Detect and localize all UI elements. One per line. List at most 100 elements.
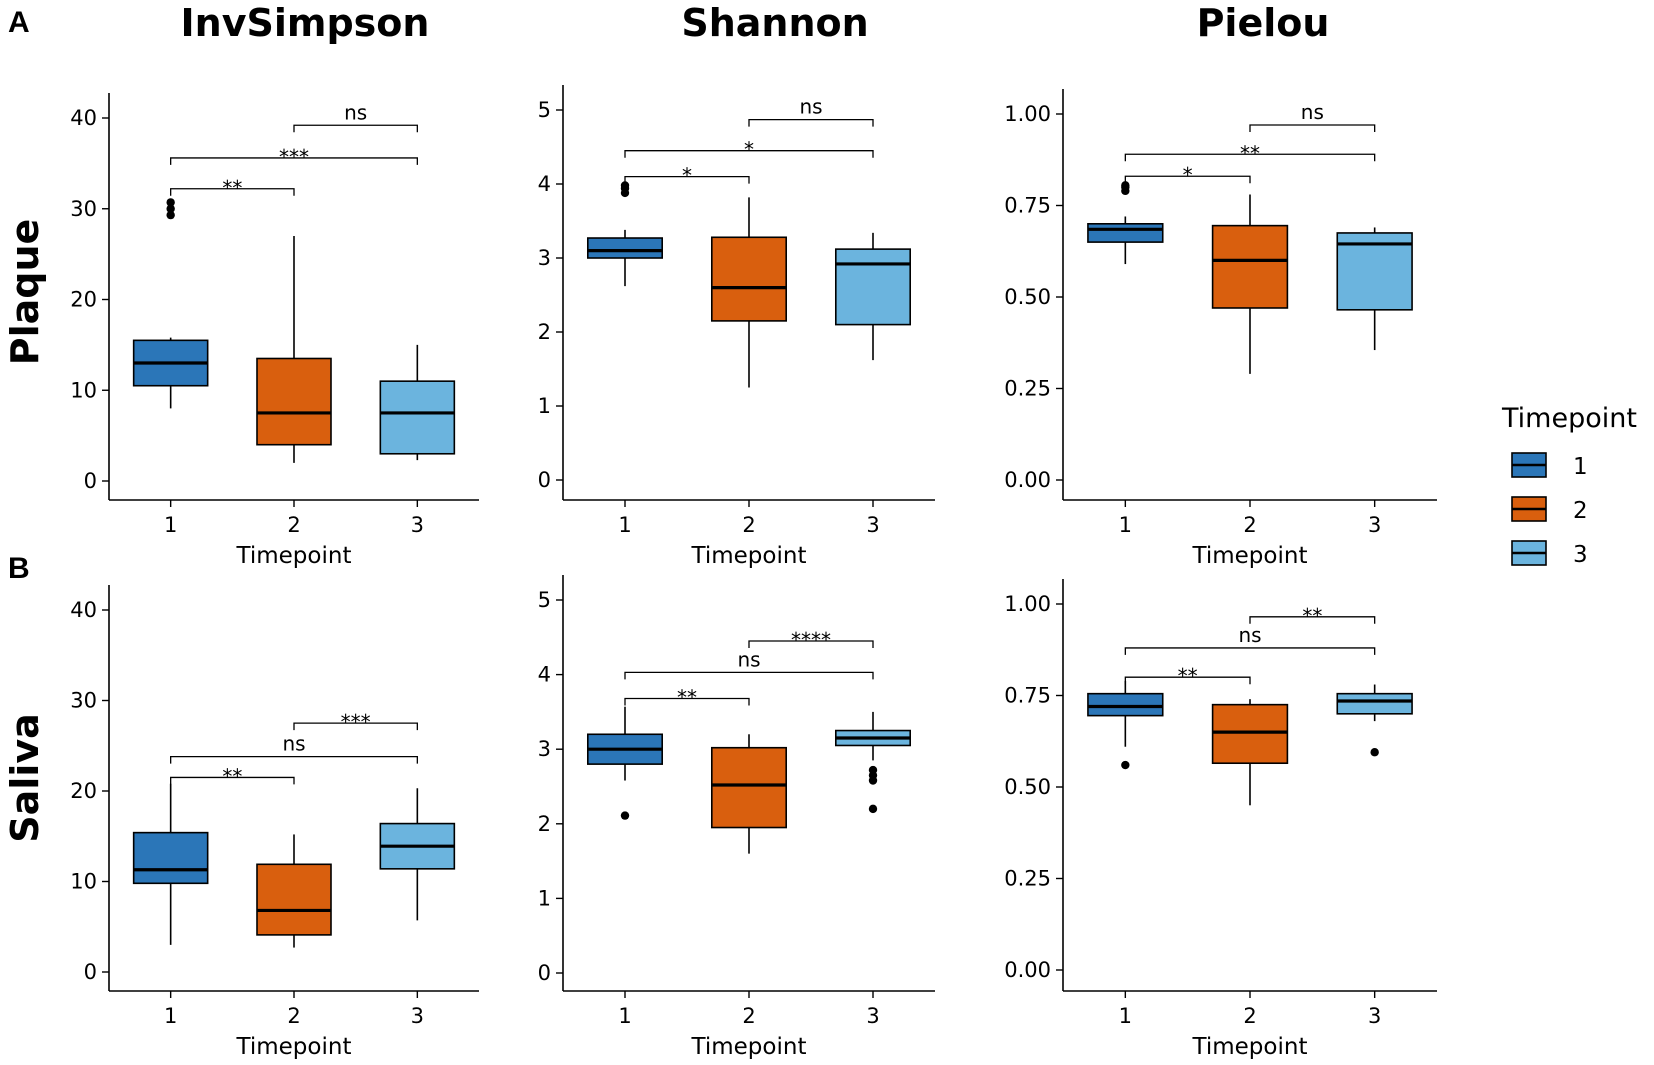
row-title-plaque: Plaque (3, 219, 47, 366)
x-tick-label: 3 (411, 1004, 424, 1028)
y-tick-label: 0.50 (1004, 775, 1051, 799)
box-3 (834, 232, 911, 361)
significance-bracket: * (1124, 163, 1251, 187)
significance-label: * (1183, 163, 1193, 187)
y-tick-label: 0 (538, 961, 551, 985)
chart-plaque-shannon: 0 1 2 3 4 5 1 2 3 Timepoint ns * * (538, 85, 935, 569)
outlier-point (620, 181, 630, 190)
bracket-line (1124, 153, 1376, 162)
box-2 (256, 834, 332, 948)
legend-label: 3 (1573, 542, 1588, 568)
column-title-invsimpson: InvSimpson (181, 1, 430, 45)
box-iqr (256, 863, 332, 936)
significance-label: ns (799, 95, 822, 119)
box-3 (1336, 227, 1413, 351)
box-2 (256, 235, 332, 463)
bracket-line (624, 671, 874, 680)
box-iqr (1087, 223, 1164, 243)
y-tick-label: 0.00 (1004, 958, 1051, 982)
x-tick-label: 2 (1243, 513, 1256, 537)
y-tick-label: 30 (70, 197, 97, 221)
box-2 (710, 734, 787, 854)
outlier-point (868, 804, 878, 814)
x-tick-label: 1 (618, 1004, 631, 1028)
legend-item-1: 1 (1511, 452, 1588, 480)
bracket-line (1249, 616, 1376, 624)
significance-bracket: **** (748, 628, 874, 652)
outlier-point (620, 811, 630, 820)
y-tick-label: 3 (538, 246, 551, 270)
outlier-point (166, 204, 175, 213)
column-title-pielou: Pielou (1197, 1, 1330, 45)
bracket-line (1124, 676, 1251, 685)
y-tick-label: 40 (70, 106, 97, 130)
bracket-line (748, 118, 874, 127)
significance-label: * (682, 164, 692, 188)
box-1 (132, 198, 209, 409)
significance-label: ns (344, 100, 367, 124)
box-3 (834, 711, 911, 814)
x-tick-label: 1 (1119, 513, 1132, 537)
x-tick-label: 3 (866, 1004, 879, 1028)
x-tick-label: 2 (742, 1004, 755, 1028)
legend-item-2: 2 (1511, 496, 1588, 524)
chart-saliva-shannon: 0 1 2 3 4 5 1 2 3 Timepoint **** ns ** (538, 575, 935, 1060)
significance-bracket: ns (624, 647, 874, 680)
y-tick-label: 4 (538, 663, 551, 687)
legend-label: 2 (1573, 498, 1588, 524)
box-3 (1336, 684, 1413, 757)
x-axis-label: Timepoint (691, 1034, 807, 1060)
significance-label: ns (1301, 100, 1324, 124)
y-tick-label: 0 (84, 960, 97, 984)
bracket-line (624, 697, 750, 706)
box-1 (586, 706, 663, 820)
significance-bracket: ** (170, 176, 295, 200)
panel-label-a: A (8, 6, 30, 39)
y-tick-label: 20 (70, 288, 97, 312)
y-tick-label: 10 (70, 378, 97, 402)
box-iqr (132, 831, 209, 885)
x-axis-label: Timepoint (236, 1034, 352, 1060)
y-tick-label: 5 (538, 98, 551, 122)
x-tick-label: 3 (411, 513, 424, 537)
x-axis-label: Timepoint (1192, 1034, 1308, 1060)
y-tick-label: 1.00 (1004, 592, 1051, 616)
box-iqr (586, 237, 663, 259)
y-tick-label: 0.75 (1004, 684, 1051, 708)
x-tick-label: 3 (1368, 513, 1381, 537)
significance-label: *** (279, 145, 309, 169)
y-tick-label: 30 (70, 689, 97, 713)
x-tick-label: 2 (1243, 1004, 1256, 1028)
significance-bracket: * (624, 164, 750, 188)
y-tick-label: 1 (538, 886, 551, 910)
bracket-line (1249, 124, 1376, 132)
box-2 (1211, 194, 1289, 374)
significance-label: ** (222, 176, 242, 200)
significance-label: *** (341, 710, 371, 734)
significance-bracket: ns (293, 100, 418, 133)
y-tick-label: 0 (538, 468, 551, 492)
chart-saliva-invsimpson: 0 10 20 30 40 1 2 3 Timepoint *** ns ** (70, 585, 479, 1060)
y-tick-label: 0.25 (1004, 377, 1051, 401)
y-tick-label: 1.00 (1004, 102, 1051, 126)
box-3 (379, 344, 456, 461)
box-1 (1087, 680, 1164, 770)
bracket-line (170, 188, 295, 196)
bracket-line (170, 157, 418, 165)
significance-bracket: ns (748, 95, 874, 127)
x-axis-label: Timepoint (236, 543, 352, 569)
bracket-line (748, 640, 874, 649)
x-axis-label: Timepoint (691, 543, 807, 569)
bracket-line (1124, 175, 1251, 184)
y-tick-label: 1 (538, 394, 551, 418)
significance-label: * (744, 138, 754, 162)
y-tick-label: 0.50 (1004, 285, 1051, 309)
chart-saliva-pielou: 0.00 0.25 0.50 0.75 1.00 1 2 3 Timepoint ** ns ** (1004, 579, 1437, 1060)
box-iqr (710, 746, 787, 829)
box-iqr (1087, 692, 1164, 717)
x-tick-label: 1 (1119, 1004, 1132, 1028)
outlier-point (1121, 760, 1130, 770)
